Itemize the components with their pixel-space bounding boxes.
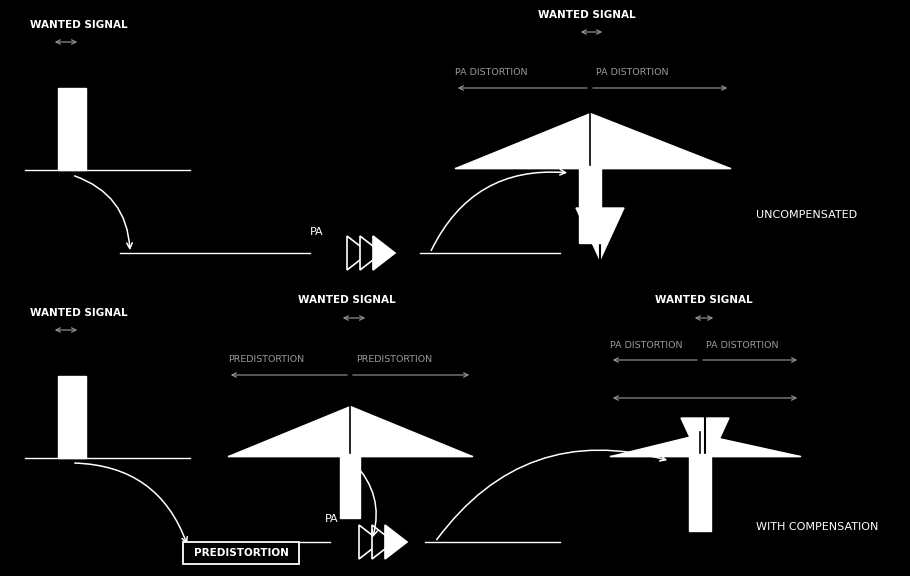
Text: WANTED SIGNAL: WANTED SIGNAL: [538, 10, 635, 20]
Text: PA DISTORTION: PA DISTORTION: [706, 341, 778, 350]
Polygon shape: [360, 236, 382, 270]
Text: PA DISTORTION: PA DISTORTION: [455, 68, 528, 77]
Text: PREDISTORTION: PREDISTORTION: [228, 355, 304, 364]
Bar: [183, 542, 299, 564]
Polygon shape: [576, 208, 624, 260]
Bar: [340, 454, 360, 518]
Text: WANTED SIGNAL: WANTED SIGNAL: [655, 295, 753, 305]
Polygon shape: [590, 113, 730, 168]
Polygon shape: [350, 406, 472, 456]
Text: PA: PA: [325, 514, 339, 524]
Polygon shape: [610, 434, 700, 456]
Polygon shape: [347, 236, 369, 270]
Bar: [689, 454, 711, 531]
Text: PREDISTORTION: PREDISTORTION: [356, 355, 432, 364]
Text: PA DISTORTION: PA DISTORTION: [610, 341, 682, 350]
Text: WITH COMPENSATION: WITH COMPENSATION: [756, 522, 878, 532]
Polygon shape: [372, 525, 394, 559]
Polygon shape: [700, 434, 800, 456]
Bar: [58, 88, 86, 170]
Text: UNCOMPENSATED: UNCOMPENSATED: [756, 210, 857, 220]
Polygon shape: [385, 525, 407, 559]
Text: PREDISTORTION: PREDISTORTION: [194, 548, 288, 558]
Bar: [58, 376, 86, 458]
Text: WANTED SIGNAL: WANTED SIGNAL: [298, 295, 396, 305]
Text: WANTED SIGNAL: WANTED SIGNAL: [30, 308, 127, 318]
Text: PA: PA: [310, 227, 324, 237]
Bar: [579, 166, 601, 243]
Text: PA DISTORTION: PA DISTORTION: [596, 68, 669, 77]
Polygon shape: [455, 113, 590, 168]
Polygon shape: [373, 236, 395, 270]
Text: WANTED SIGNAL: WANTED SIGNAL: [30, 20, 127, 30]
Polygon shape: [359, 525, 381, 559]
Polygon shape: [228, 406, 350, 456]
Polygon shape: [681, 418, 729, 470]
